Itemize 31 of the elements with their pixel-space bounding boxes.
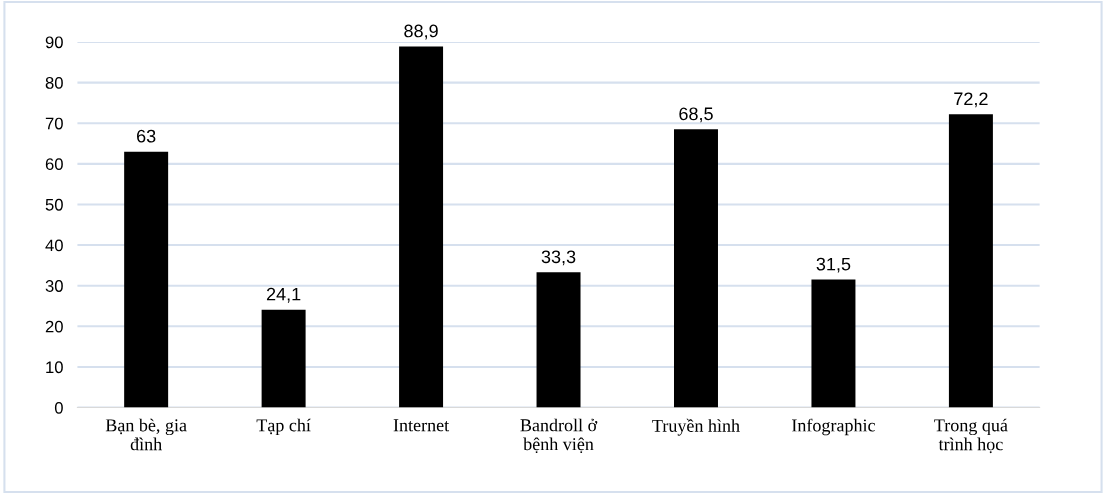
x-tick-label: Infographic [791,418,876,436]
bar [948,114,993,408]
data-label: 72,2 [954,92,988,108]
y-tick-label: 60 [45,158,63,171]
y-tick-label: 40 [45,239,63,252]
bar [124,151,169,408]
y-tick-label: 10 [46,361,63,374]
y-tick-label: 30 [45,280,63,292]
bar [674,129,718,408]
data-label: 33,3 [541,250,576,266]
x-tick-label: Trong quá trình học [934,418,1008,454]
data-label: 24,1 [266,287,301,303]
bar [399,46,444,408]
x-tick-label: Bạn bè, gia đình [105,418,187,451]
data-label: 68,5 [679,107,713,123]
data-label: 88,9 [404,24,438,40]
y-tick-label: 50 [45,198,63,211]
x-tick-label: Internet [393,419,450,432]
x-tick-label: Bandroll ở bệnh viện [520,418,598,454]
y-tick-label: 90 [45,36,63,49]
bar [261,309,306,408]
data-label: 63 [137,129,156,143]
x-tick-label: Truyền hình [652,418,740,436]
y-tick-label: 70 [45,117,63,130]
y-tick-label: 0 [54,401,63,414]
x-tick-label: Tạp chí [256,418,311,436]
y-tick-label: 80 [45,77,63,89]
bar [811,279,856,408]
y-tick-label: 20 [45,320,63,333]
data-label: 31,5 [816,257,851,273]
bar [536,272,581,408]
